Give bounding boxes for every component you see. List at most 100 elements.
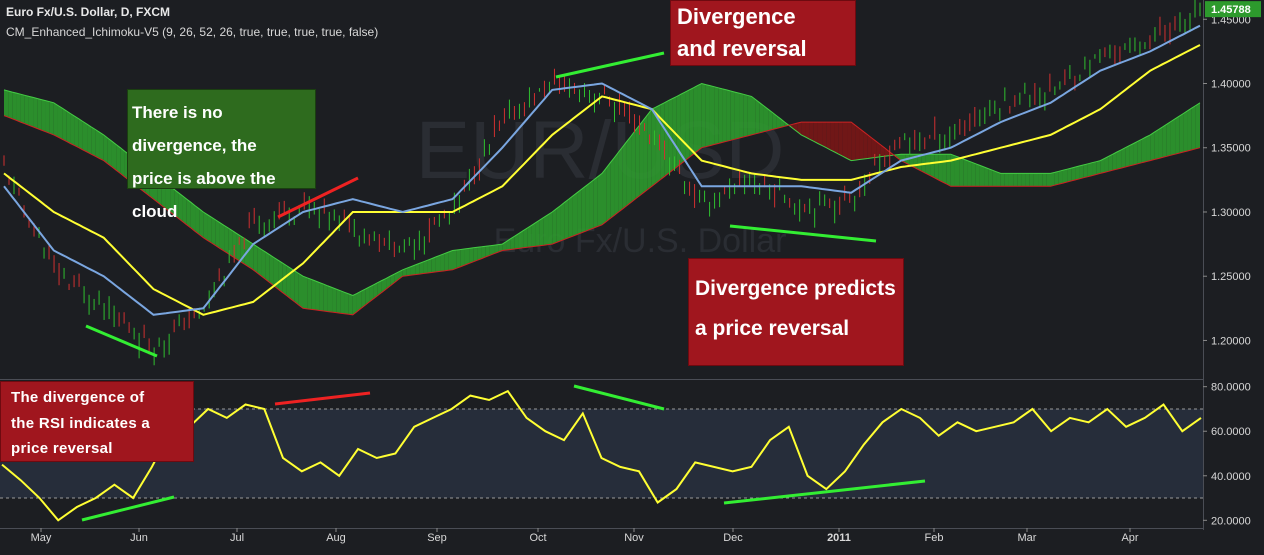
bullish-cloud-segment (415, 263, 420, 275)
bullish-cloud-segment (1071, 167, 1076, 181)
bullish-cloud-segment (373, 282, 378, 299)
bullish-cloud-segment (1158, 126, 1163, 159)
bullish-cloud-segment (743, 94, 748, 138)
bullish-cloud-segment (199, 208, 204, 238)
bearish-cloud-segment (797, 122, 802, 135)
bullish-cloud-segment (494, 244, 499, 254)
rsi-divergence-line (81, 495, 175, 522)
bullish-cloud-segment (606, 162, 611, 222)
bullish-cloud-segment (780, 118, 785, 128)
rsi-tick-label: 80.0000 (1211, 382, 1251, 394)
bullish-cloud-segment (992, 170, 997, 187)
bullish-cloud-segment (950, 154, 955, 187)
annotation-line: the RSI indicates a (11, 414, 151, 432)
bullish-cloud-segment (1116, 149, 1122, 170)
bullish-cloud-segment (938, 154, 943, 183)
bearish-cloud-segment (822, 122, 827, 148)
bullish-cloud-segment (356, 291, 362, 312)
bullish-cloud-segment (1112, 152, 1117, 171)
price-tick-label: 1.35000 (1211, 143, 1251, 155)
bullish-cloud-segment (257, 246, 262, 277)
bearish-cloud-segment (838, 122, 843, 157)
bullish-cloud-segment (82, 121, 88, 153)
bullish-cloud-segment (423, 260, 428, 274)
bullish-cloud-segment (954, 155, 960, 187)
time-tick-label: Oct (529, 532, 546, 544)
bullish-cloud-segment (273, 257, 279, 290)
bullish-cloud-segment (697, 83, 702, 151)
time-tick-label: May (31, 532, 52, 544)
bullish-cloud-segment (747, 95, 752, 136)
bearish-cloud-segment (876, 141, 881, 158)
bullish-cloud-segment (680, 92, 686, 164)
senkou-a-edge (3, 82, 1201, 297)
bullish-cloud-segment (352, 293, 357, 315)
bullish-cloud-segment (660, 102, 665, 180)
bullish-cloud-segment (1079, 164, 1084, 179)
bullish-cloud-segment (253, 244, 258, 274)
bullish-cloud-segment (568, 195, 573, 238)
rsi-band (0, 408, 1203, 499)
bullish-cloud-segment (967, 160, 972, 187)
bullish-cloud-segment (651, 107, 656, 187)
bullish-cloud-segment (4, 89, 9, 118)
annotation-line: Divergence predicts (695, 277, 896, 300)
bullish-cloud-segment (1038, 173, 1043, 187)
bullish-cloud-segment (971, 162, 976, 187)
bullish-cloud-segment (53, 102, 58, 138)
bullish-cloud-segment (610, 157, 615, 219)
bullish-cloud-segment (506, 238, 511, 250)
bearish-cloud-segment (805, 122, 810, 140)
bullish-cloud-segment (16, 93, 21, 123)
bullish-cloud-segment (307, 277, 312, 310)
bullish-cloud-segment (759, 102, 764, 133)
bullish-cloud-segment (1162, 124, 1167, 158)
bullish-cloud-segment (1017, 173, 1022, 187)
indicator-label: CM_Enhanced_Ichimoku-V5 (9, 26, 52, 26, … (6, 25, 379, 39)
rsi-tick-label: 40.0000 (1211, 471, 1251, 483)
bullish-cloud-segment (527, 225, 532, 248)
bullish-cloud-segment (435, 255, 441, 272)
bearish-cloud-segment (830, 122, 835, 153)
bullish-cloud-segment (49, 101, 54, 135)
price-axis-background (1203, 0, 1264, 550)
bearish-cloud-segment (863, 131, 868, 159)
bullish-cloud-segment (552, 208, 557, 245)
bullish-cloud-segment (224, 225, 229, 254)
price-tick-label: 1.25000 (1211, 271, 1251, 283)
bullish-cloud-segment (597, 173, 602, 227)
bullish-cloud-segment (930, 154, 935, 178)
bullish-cloud-segment (319, 282, 324, 312)
bullish-cloud-segment (444, 252, 449, 271)
bullish-cloud-segment (564, 199, 569, 240)
symbol-title: Euro Fx/U.S. Dollar, D, FXCM (6, 5, 171, 19)
bullish-cloud-segment (269, 254, 274, 286)
bullish-cloud-segment (66, 110, 71, 144)
bullish-cloud-segment (195, 205, 200, 235)
bullish-cloud-segment (1191, 105, 1196, 150)
bullish-cloud-segment (560, 202, 565, 241)
bullish-cloud-segment (174, 189, 179, 219)
bullish-cloud-segment (1179, 113, 1184, 154)
bullish-cloud-segment (386, 276, 391, 290)
bearish-cloud-segment (809, 122, 814, 142)
bullish-cloud-segment (91, 126, 96, 157)
bullish-cloud-segment (207, 214, 212, 244)
time-tick-label: Jul (230, 532, 244, 544)
bullish-cloud-segment (116, 144, 121, 174)
bullish-cloud-segment (722, 88, 727, 143)
bullish-cloud-segment (294, 270, 299, 306)
annotation-line: Divergence (677, 4, 796, 29)
bullish-cloud-segment (631, 130, 636, 203)
bullish-cloud-segment (20, 94, 25, 124)
bullish-cloud-segment (57, 105, 63, 140)
bullish-cloud-segment (1108, 154, 1113, 172)
bullish-cloud-segment (28, 96, 34, 127)
bullish-cloud-segment (585, 183, 590, 232)
bullish-cloud-segment (510, 236, 515, 250)
bullish-cloud-segment (460, 248, 465, 267)
bullish-cloud-segment (1150, 132, 1155, 161)
bullish-cloud-segment (203, 211, 208, 241)
